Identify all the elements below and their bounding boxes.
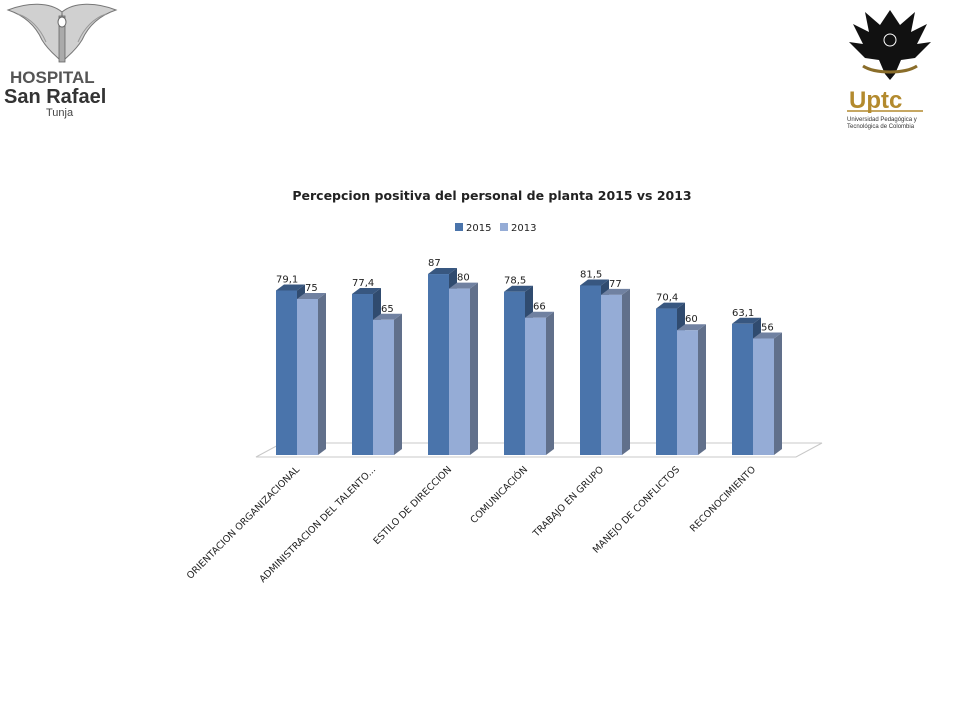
bar-2013-4 — [601, 288, 630, 455]
data-label-2015-6: 63,1 — [732, 308, 754, 319]
legend-label-2015: 2015 — [466, 223, 491, 234]
data-label-2013-0: 75 — [305, 283, 318, 294]
data-label-2013-4: 77 — [609, 279, 622, 290]
category-label-3: COMUNICACIÓN — [468, 464, 530, 526]
bars — [276, 268, 782, 455]
data-label-2015-0: 79,1 — [276, 274, 298, 285]
data-label-2015-3: 78,5 — [504, 276, 526, 287]
logo-hospital-text: HOSPITAL — [10, 68, 95, 87]
hospital-san-rafael-logo: HOSPITAL San Rafael Tunja — [4, 3, 118, 119]
bar-2013-2 — [449, 282, 478, 455]
bar-2013-5 — [677, 324, 706, 455]
data-label-2015-2: 87 — [428, 258, 441, 269]
eagle-crest-icon — [849, 10, 931, 80]
category-labels: ORIENTACION ORGANIZACIONALADMINISTRACION… — [185, 464, 758, 585]
legend-label-2013: 2013 — [511, 223, 536, 234]
category-label-6: RECONOCIMIENTO — [688, 464, 758, 534]
uptc-logo: Uptc Universidad Pedagógica y Tecnológic… — [847, 10, 931, 130]
data-label-2015-5: 70,4 — [656, 293, 678, 304]
category-label-5: MANEJO DE CONFLICTOS — [591, 464, 682, 555]
data-labels: 79,1 75 77,4 65 87 80 78,5 66 81,5 77 70,4 60 63,1 56 — [276, 258, 774, 333]
legend: 2015 2013 — [455, 223, 536, 234]
logo-uptc-sub1: Universidad Pedagógica y — [847, 117, 917, 123]
category-label-4: TRABAJO EN GRUPO — [530, 464, 606, 540]
logo-san-rafael-text: San Rafael — [4, 86, 106, 108]
legend-swatch-2015 — [455, 223, 463, 231]
logo-uptc-text: Uptc — [849, 87, 902, 114]
data-label-2013-5: 60 — [685, 314, 698, 325]
data-label-2013-2: 80 — [457, 273, 470, 284]
bar-2013-6 — [753, 332, 782, 455]
data-label-2013-1: 65 — [381, 304, 394, 315]
chart-title: Percepcion positiva del personal de plan… — [292, 188, 691, 203]
data-label-2013-3: 66 — [533, 302, 546, 313]
bar-2013-1 — [373, 313, 402, 455]
bar-2013-3 — [525, 311, 554, 455]
bar-2013-0 — [297, 293, 326, 455]
winged-caduceus-icon — [6, 3, 118, 63]
logo-tunja-text: Tunja — [46, 107, 74, 119]
data-label-2013-6: 56 — [761, 323, 774, 334]
legend-swatch-2013 — [500, 223, 508, 231]
data-label-2015-1: 77,4 — [352, 278, 374, 289]
category-label-2: ESTILO DE DIRECCION — [372, 464, 455, 547]
data-label-2015-4: 81,5 — [580, 269, 602, 280]
logo-uptc-sub2: Tecnológica de Colombia — [847, 124, 915, 130]
